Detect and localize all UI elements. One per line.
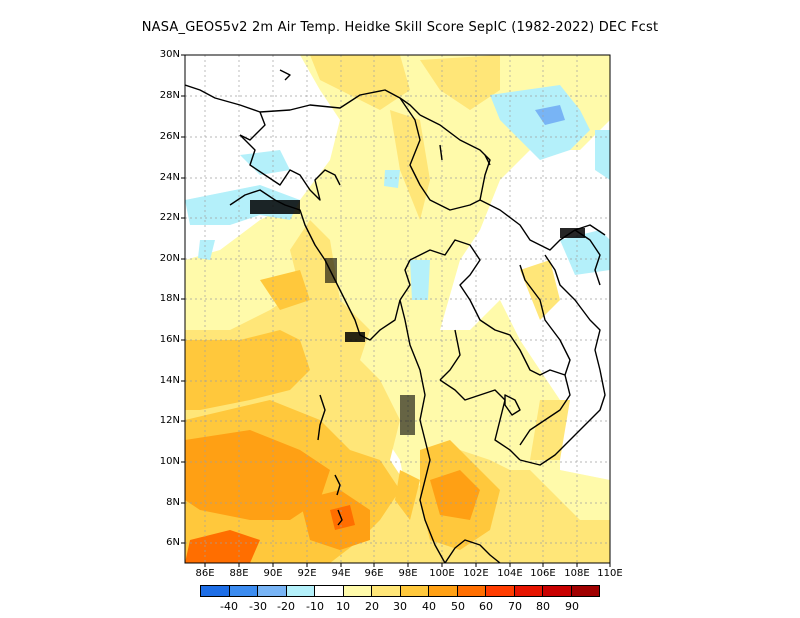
plot-frame <box>184 54 611 564</box>
lon-label-94e: 94E <box>331 568 351 579</box>
colorbar-label: 10 <box>336 600 350 613</box>
colorbar-label: -10 <box>306 600 324 613</box>
lon-label-88e: 88E <box>229 568 249 579</box>
colorbar-swatch <box>201 586 230 596</box>
delta-coastline-marks <box>250 200 585 435</box>
lat-label-26n: 26N <box>159 131 180 142</box>
lon-label-102e: 102E <box>463 568 489 579</box>
colorbar-swatch <box>429 586 458 596</box>
lat-label-18n: 18N <box>159 293 180 304</box>
colorbar-swatch <box>457 586 486 596</box>
score-neg10-neg20-areas <box>185 85 610 300</box>
score-40-50-areas <box>185 430 480 550</box>
colorbar-label: 20 <box>365 600 379 613</box>
lon-label-96e: 96E <box>364 568 384 579</box>
colorbar-swatch <box>258 586 287 596</box>
colorbar-swatch <box>315 586 344 596</box>
colorbar-swatch <box>400 586 429 596</box>
colorbar-swatch <box>372 586 401 596</box>
colorbar-label: -20 <box>277 600 295 613</box>
lat-label-20n: 20N <box>159 253 180 264</box>
lat-label-14n: 14N <box>159 375 180 386</box>
colorbar-swatch <box>343 586 372 596</box>
lon-label-104e: 104E <box>497 568 523 579</box>
lat-label-28n: 28N <box>159 90 180 101</box>
colorbar-label: 60 <box>479 600 493 613</box>
colorbar-swatch <box>571 586 599 596</box>
score-neg20-neg30-areas <box>535 105 565 125</box>
lat-label-16n: 16N <box>159 334 180 345</box>
colorbar-label: 30 <box>393 600 407 613</box>
lat-label-30n: 30N <box>159 49 180 60</box>
colorbar-label: -30 <box>249 600 267 613</box>
lat-label-22n: 22N <box>159 212 180 223</box>
map-title: NASA_GEOS5v2 2m Air Temp. Heidke Skill S… <box>141 20 659 35</box>
lon-label-108e: 108E <box>564 568 590 579</box>
colorbar-label: 90 <box>565 600 579 613</box>
colorbar-swatch <box>286 586 315 596</box>
colorbar-label: -40 <box>220 600 238 613</box>
colorbar-label: 70 <box>508 600 522 613</box>
lat-label-10n: 10N <box>159 456 180 467</box>
lat-label-6n: 6N <box>166 537 180 548</box>
lat-label-24n: 24N <box>159 172 180 183</box>
colorbar-label: 80 <box>536 600 550 613</box>
colorbar-swatch <box>486 586 515 596</box>
lon-label-98e: 98E <box>398 568 418 579</box>
lon-label-110e: 110E <box>597 568 623 579</box>
colorbar-swatch <box>229 586 258 596</box>
colorbar-label: 40 <box>422 600 436 613</box>
colorbar-label: 50 <box>451 600 465 613</box>
colorbar <box>200 585 600 597</box>
lat-label-8n: 8N <box>166 497 180 508</box>
colorbar-swatch <box>514 586 543 596</box>
lat-label-12n: 12N <box>159 415 180 426</box>
lon-label-86e: 86E <box>195 568 215 579</box>
tick-marks <box>181 54 611 567</box>
coastlines-borders <box>185 69 606 563</box>
lon-label-92e: 92E <box>297 568 317 579</box>
grid-lines <box>185 55 610 563</box>
lon-label-106e: 106E <box>530 568 556 579</box>
colorbar-swatch <box>543 586 572 596</box>
lon-label-100e: 100E <box>429 568 455 579</box>
lon-label-90e: 90E <box>263 568 283 579</box>
score-50-60-areas <box>185 505 355 563</box>
